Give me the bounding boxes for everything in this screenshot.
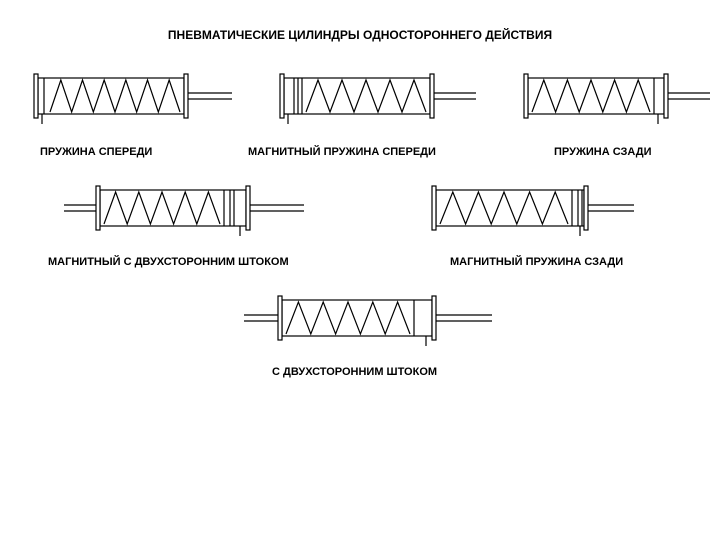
cylinder-spring-rear — [514, 70, 714, 126]
end-cap — [432, 296, 436, 340]
cylinder-label: ПРУЖИНА СЗАДИ — [554, 146, 652, 158]
spring-icon — [104, 192, 220, 224]
end-cap — [664, 74, 668, 118]
spring-icon — [286, 302, 410, 334]
end-cap — [246, 186, 250, 230]
cylinder-label: МАГНИТНЫЙ ПРУЖИНА СЗАДИ — [450, 256, 623, 268]
end-cap — [280, 74, 284, 118]
cylinder-label: ПРУЖИНА СПЕРЕДИ — [40, 146, 152, 158]
cylinder-magnetic-double-rod — [60, 182, 310, 238]
page-title: ПНЕВМАТИЧЕСКИЕ ЦИЛИНДРЫ ОДНОСТОРОННЕГО Д… — [0, 28, 720, 42]
end-cap — [432, 186, 436, 230]
spring-icon — [532, 80, 650, 112]
spring-icon — [440, 192, 568, 224]
cylinder-label: МАГНИТНЫЙ С ДВУХСТОРОННИМ ШТОКОМ — [48, 256, 289, 268]
end-cap — [278, 296, 282, 340]
diagram-page: ПНЕВМАТИЧЕСКИЕ ЦИЛИНДРЫ ОДНОСТОРОННЕГО Д… — [0, 0, 720, 540]
cylinder-magnetic-spring-front — [270, 70, 480, 126]
end-cap — [584, 186, 588, 230]
spring-icon — [306, 80, 426, 112]
cylinder-double-rod — [238, 292, 498, 348]
cylinder-label: МАГНИТНЫЙ ПРУЖИНА СПЕРЕДИ — [248, 146, 436, 158]
end-cap — [524, 74, 528, 118]
spring-icon — [50, 80, 180, 112]
end-cap — [96, 186, 100, 230]
cylinder-magnetic-spring-rear — [422, 182, 638, 238]
cylinder-spring-front — [24, 70, 234, 126]
cylinder-label: С ДВУХСТОРОННИМ ШТОКОМ — [272, 366, 437, 378]
end-cap — [430, 74, 434, 118]
end-cap — [184, 74, 188, 118]
end-cap — [34, 74, 38, 118]
